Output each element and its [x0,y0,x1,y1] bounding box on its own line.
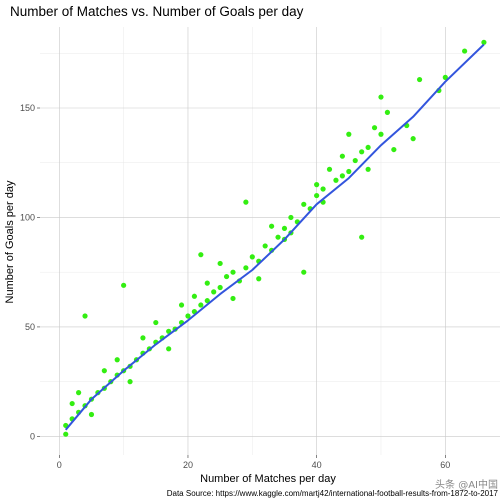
data-point [269,223,275,229]
data-point [211,289,217,295]
y-tick-label: 100 [20,212,35,222]
y-tick-label: 0 [30,431,35,441]
scatter-points [63,39,487,437]
data-point [320,186,326,192]
watermark: 头条 @AI中国 [435,478,498,491]
smooth-line [64,43,485,431]
data-point [191,293,198,299]
data-point [339,153,345,159]
data-point [262,243,268,249]
data-point [243,199,249,205]
data-point [462,48,468,54]
data-point [391,146,397,153]
y-tick-label: 50 [25,322,35,332]
data-point [198,302,204,308]
data-point [442,74,448,80]
data-point [410,136,416,142]
smooth-trend-line [64,43,485,431]
data-point [378,131,384,137]
data-point [69,400,75,407]
data-point [416,76,423,83]
data-point [217,260,223,267]
grid [40,27,500,455]
data-point [281,225,288,232]
data-point [243,265,249,271]
x-tick-label: 0 [57,460,62,470]
data-point [88,411,95,418]
data-point [314,192,320,199]
data-point [301,269,307,275]
data-point [333,177,339,183]
data-point [346,131,352,137]
data-point [359,234,365,240]
data-point [256,276,262,282]
data-point [378,94,384,100]
data-point [359,149,365,155]
data-point [314,182,320,188]
data-point [371,125,378,131]
chart-title: Number of Matches vs. Number of Goals pe… [10,4,304,19]
data-point [185,313,191,319]
data-point [101,368,107,374]
data-point [481,39,487,45]
x-axis-label: Number of Matches per day [200,473,336,485]
x-tick-label: 20 [183,460,193,470]
data-point [127,379,133,385]
data-point [326,166,333,172]
data-point [153,319,159,326]
data-point [63,431,69,437]
data-point [217,284,223,291]
data-point [204,298,210,304]
data-point [82,313,88,319]
data-point [230,269,236,275]
data-point [365,144,371,151]
data-point [352,157,358,164]
data-point [223,273,230,280]
data-point [121,282,127,288]
x-tick-label: 60 [440,460,450,470]
data-point [230,295,236,302]
data-point [76,390,82,396]
data-point [365,166,371,172]
data-point [275,234,281,240]
data-point [249,254,255,260]
tick-labels: 0 20 40 60 0 50 100 150 [20,103,450,470]
y-axis-label: Number of Goals per day [4,180,16,303]
data-point [198,252,204,258]
data-point [114,357,120,363]
x-tick-label: 40 [312,460,322,470]
data-point [301,201,307,207]
data-point [384,109,391,115]
data-point [178,302,185,308]
data-point [288,214,294,221]
data-point [166,346,172,352]
data-point [346,168,352,175]
data-point [339,173,345,179]
data-source-caption: Data Source: https://www.kaggle.com/mart… [167,489,499,498]
y-tick-label: 150 [20,103,35,113]
data-point [140,335,146,341]
data-point [204,280,210,286]
